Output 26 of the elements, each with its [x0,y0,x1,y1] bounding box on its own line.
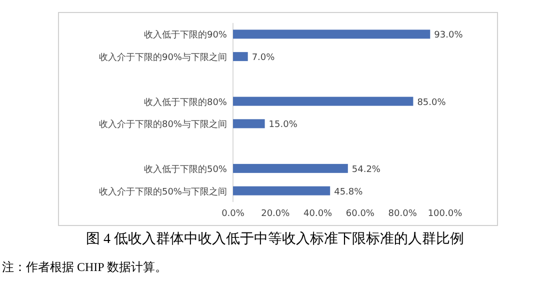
data-label: 7.0% [252,53,276,64]
bar [233,119,265,128]
x-tick-label: 100.0% [428,209,463,219]
bar [233,186,330,196]
bar [233,164,348,173]
data-label: 85.0% [417,98,446,108]
data-label: 93.0% [434,30,464,41]
y-tick-label: 收入低于下限的50% [144,164,228,175]
y-tick-label: 收入低于下限的90% [144,30,228,41]
y-tick-label: 收入介于下限的90%与下限之间 [98,52,227,64]
bar [233,52,248,62]
y-tick-label: 收入低于下限的80% [144,96,228,108]
x-tick-label: 0.0% [222,209,245,219]
x-tick-label: 80.0% [388,209,418,219]
data-label: 15.0% [268,120,298,130]
data-label: 54.2% [352,164,381,175]
x-tick-label: 40.0% [304,209,333,219]
y-tick-label: 收入介于下限的50%与下限之间 [98,186,227,198]
bar [233,96,414,106]
data-label: 45.8% [334,187,364,198]
y-tick-label: 收入介于下限的80%与下限之间 [98,119,227,130]
x-tick-label: 60.0% [346,209,375,219]
text: 图 4 低收入群体中收入低于中等收入标准下限标准的人群比例 [86,231,464,247]
bar [233,30,430,39]
x-tick-label: 20.0% [261,209,290,219]
text: 注：作者根据 CHIP 数据计算。 [2,260,167,274]
